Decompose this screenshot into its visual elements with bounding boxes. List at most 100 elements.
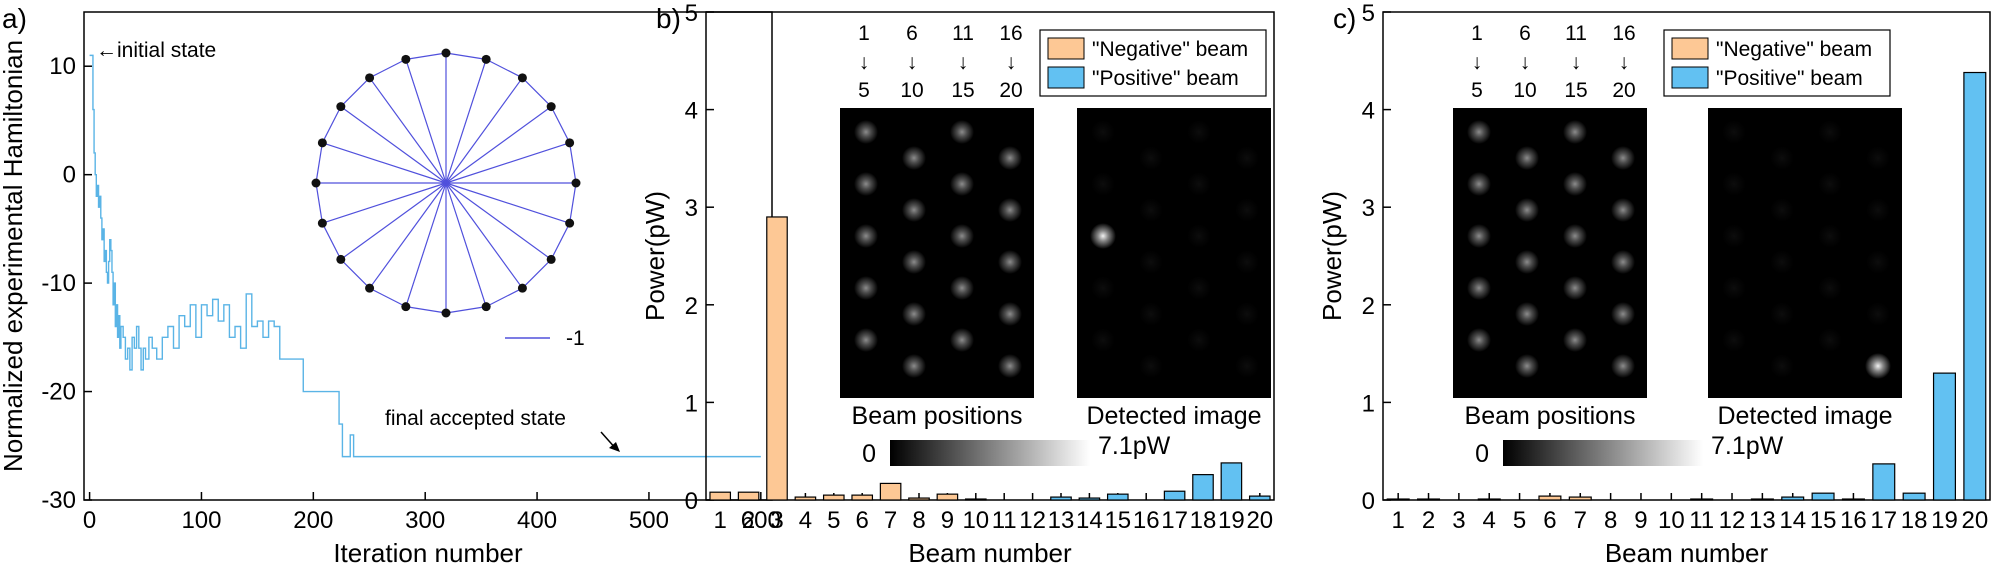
y-axis-label: Normalized experimental Hamiltonian [0, 40, 28, 472]
graph-edge [369, 182, 447, 289]
graph-edge [369, 77, 447, 184]
graph-edge [340, 182, 447, 260]
y-tick-label: 1 [1362, 390, 1375, 417]
graph-edge [321, 106, 342, 144]
y-axis-label: Power(pW) [640, 191, 670, 321]
beam-column-arrow: ↓ [1006, 51, 1017, 74]
negative-beam-bar [737, 491, 760, 501]
graph-edge [405, 59, 447, 184]
beam-spot [1563, 120, 1587, 144]
x-tick-label: 12 [1019, 507, 1046, 534]
x-tick-label: 11 [992, 507, 1017, 534]
positive-beam-bar [1811, 492, 1835, 501]
y-tick-label: 5 [685, 0, 698, 27]
beam-spot [1722, 276, 1746, 300]
beam-column-arrow: ↓ [1571, 51, 1582, 74]
beam-spot [950, 276, 974, 300]
beam-column-arrow: ↓ [1472, 51, 1483, 74]
legend-swatch [1047, 66, 1085, 89]
x-tick-label: 12 [1719, 507, 1746, 534]
y-tick-label: 4 [685, 98, 698, 125]
beam-spot [1467, 120, 1491, 144]
beam-spot [1818, 328, 1842, 352]
beam-spot [1722, 172, 1746, 196]
beam-column-end: 5 [858, 79, 870, 102]
x-axis-label: Beam number [908, 538, 1072, 566]
beam-spot [1467, 328, 1491, 352]
negative-beam-bar [964, 498, 987, 501]
graph-edge [445, 182, 523, 289]
graph-edge [485, 287, 523, 308]
x-tick-label: 200 [293, 507, 333, 534]
negative-beam-bar [1568, 496, 1592, 501]
graph-edge [521, 77, 552, 108]
x-tick-label: 16 [1840, 507, 1867, 534]
graph-edge [445, 142, 570, 184]
x-tick-label: 6 [856, 507, 869, 534]
y-tick-label: 0 [685, 488, 698, 515]
legend-swatch [1671, 66, 1709, 89]
graph-edge [445, 182, 570, 224]
beam-spot [1515, 250, 1539, 274]
positive-beam-bar [1750, 498, 1774, 501]
panel-label: c) [1333, 3, 1356, 34]
beam-column-end: 20 [1612, 79, 1635, 102]
beam-spot [1187, 276, 1211, 300]
graph-node [565, 138, 575, 148]
beam-column-start: 11 [1565, 22, 1587, 45]
graph-node [401, 302, 411, 312]
y-tick-label: 10 [49, 53, 76, 80]
graph-node [336, 102, 346, 112]
x-tick-label: 2 [1422, 507, 1435, 534]
beam-spot [854, 276, 878, 300]
image-label-detected: Detected image [1086, 402, 1261, 430]
x-tick-label: 19 [1218, 507, 1245, 534]
beam-column-start: 1 [858, 22, 870, 45]
positive-beam-bar [1050, 496, 1072, 501]
plot-frame [705, 11, 1275, 501]
x-tick-label: 15 [1104, 507, 1131, 534]
legend-entry: "Positive" beam [1092, 67, 1239, 90]
positive-beam-bar [1902, 492, 1926, 501]
beam-spot [1770, 198, 1794, 222]
x-tick-label: 13 [1749, 507, 1776, 534]
graph-edge [445, 52, 487, 60]
graph-node [546, 102, 556, 112]
beam-spot [1865, 353, 1891, 379]
y-tick-label: 5 [1362, 0, 1375, 27]
beam-column-start: 6 [1519, 22, 1531, 45]
beam-column-end: 15 [1564, 79, 1587, 102]
x-tick-label: 3 [1452, 507, 1465, 534]
beam-column-start: 6 [906, 22, 918, 45]
beam-spot [950, 224, 974, 248]
legend-entry: "Negative" beam [1716, 38, 1872, 61]
beam-column-start: 1 [1471, 22, 1483, 45]
beam-spot [854, 328, 878, 352]
beam-spot [1611, 198, 1635, 222]
panel-label: b) [656, 3, 681, 34]
graph-edge [321, 222, 342, 260]
beam-spot [1818, 224, 1842, 248]
beam-spot [1866, 198, 1890, 222]
colorbar-max-label: 7.1pW [1711, 432, 1784, 460]
beam-spot [1515, 146, 1539, 170]
image-label-beam-positions: Beam positions [852, 402, 1023, 430]
x-tick-label: 600 [741, 507, 781, 534]
x-tick-label: 16 [1133, 507, 1160, 534]
graph-node [336, 254, 346, 264]
panel-a: a)0 100 200 300 400 500 600-30-20-10010Iterati… [0, 3, 781, 566]
beam-spot [902, 250, 926, 274]
beam-spot [1139, 354, 1163, 378]
y-tick-label: 3 [1362, 195, 1375, 222]
beam-spot [998, 354, 1022, 378]
beam-spot [902, 354, 926, 378]
positive-beam-bar [1932, 372, 1957, 501]
x-tick-label: 1 [1391, 507, 1404, 534]
x-tick-label: 9 [941, 507, 954, 534]
graph-edge [569, 142, 577, 184]
x-tick-label: 4 [1483, 507, 1496, 534]
x-tick-label: 11 [1689, 507, 1714, 534]
hamiltonian-series-line [89, 54, 761, 458]
graph-edge [340, 258, 371, 289]
beam-spot [1235, 302, 1259, 326]
